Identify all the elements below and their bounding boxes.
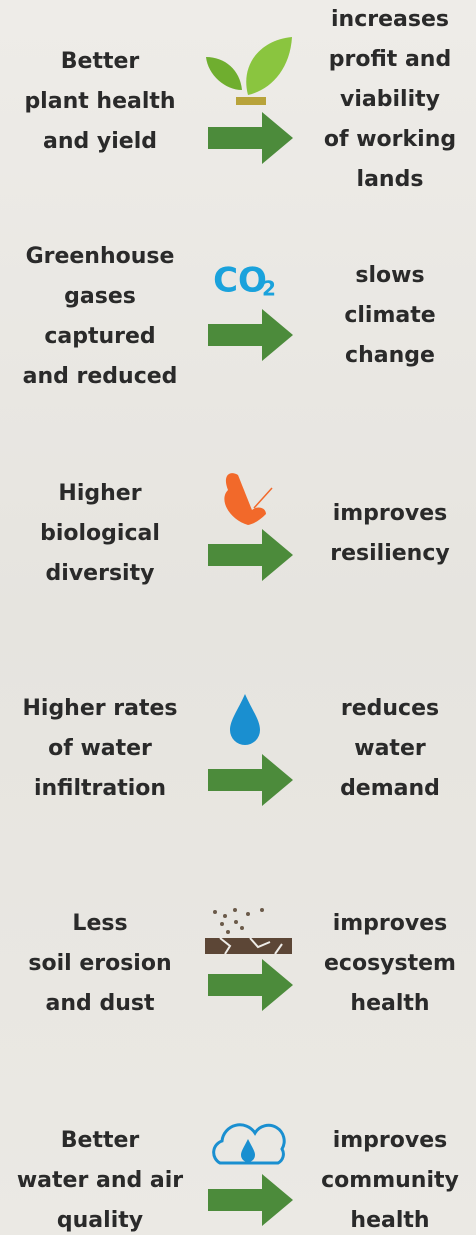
outcome-text: demand (340, 776, 440, 801)
soil-dot (220, 922, 224, 926)
outcome-text: change (345, 343, 435, 368)
benefit-text: biological (40, 521, 160, 546)
outcome-text: reduces (341, 696, 439, 721)
outcome-text: climate (344, 303, 435, 328)
leaf (246, 37, 292, 95)
outcome-text: improves (333, 1128, 448, 1153)
plant-icon (206, 37, 292, 105)
outcome-text: health (350, 1208, 429, 1233)
soil-dot (226, 930, 230, 934)
icon-text: 2 (262, 277, 276, 301)
arrow (208, 1174, 293, 1226)
cracks (219, 937, 283, 955)
benefit-text: water and air (17, 1168, 183, 1193)
benefit-text: gases (64, 284, 136, 309)
outcome-text: of working (324, 127, 456, 152)
stem (236, 97, 266, 105)
outcome-text: improves (333, 911, 448, 936)
benefit-text: Better (61, 49, 140, 74)
antenna (253, 487, 273, 509)
outcome-text: ecosystem (324, 951, 456, 976)
benefit-text: and dust (46, 991, 155, 1016)
benefit-text: infiltration (34, 776, 166, 801)
outcome-text: increases (331, 7, 449, 32)
soil-dot (233, 908, 237, 912)
benefit-text: captured (44, 324, 155, 349)
outcome-text: water (354, 736, 426, 761)
benefit-text: diversity (46, 561, 155, 586)
benefit-text: and yield (43, 129, 157, 154)
outcome-text: resiliency (330, 541, 449, 566)
icon-text: CO (213, 261, 267, 301)
arrow (208, 959, 293, 1011)
arrow (208, 754, 293, 806)
leaf (206, 57, 242, 90)
benefit-text: Greenhouse (26, 244, 175, 269)
soil-dot (240, 926, 244, 930)
drop (241, 1139, 255, 1162)
soil-layer (205, 938, 292, 954)
outcome-text: improves (333, 501, 448, 526)
benefit-text: soil erosion (28, 951, 171, 976)
benefit-text: and reduced (23, 364, 178, 389)
benefit-text: Less (72, 911, 127, 936)
benefit-text: Better (61, 1128, 140, 1153)
arrow (208, 112, 293, 164)
butterfly (224, 473, 266, 525)
outcome-text: viability (340, 87, 440, 112)
benefit-text: Higher rates (22, 696, 177, 721)
benefit-text: quality (57, 1208, 143, 1233)
benefit-text: plant health (24, 89, 175, 114)
outcome-text: lands (357, 167, 424, 192)
soil-dot (246, 912, 250, 916)
arrow (208, 529, 293, 581)
water-drop (230, 694, 260, 745)
arrow (208, 309, 293, 361)
cloud (212, 1123, 286, 1165)
soil-dot (223, 914, 227, 918)
soil-dot (234, 920, 238, 924)
outcome-text: profit and (329, 47, 451, 72)
soil-dot (213, 910, 217, 914)
benefit-text: Higher (58, 481, 141, 506)
soil-dot (260, 908, 264, 912)
benefit-text: of water (48, 736, 152, 761)
soil-icon (205, 908, 292, 955)
outcome-text: health (350, 991, 429, 1016)
outcome-text: slows (355, 263, 424, 288)
outcome-text: community (321, 1168, 459, 1193)
